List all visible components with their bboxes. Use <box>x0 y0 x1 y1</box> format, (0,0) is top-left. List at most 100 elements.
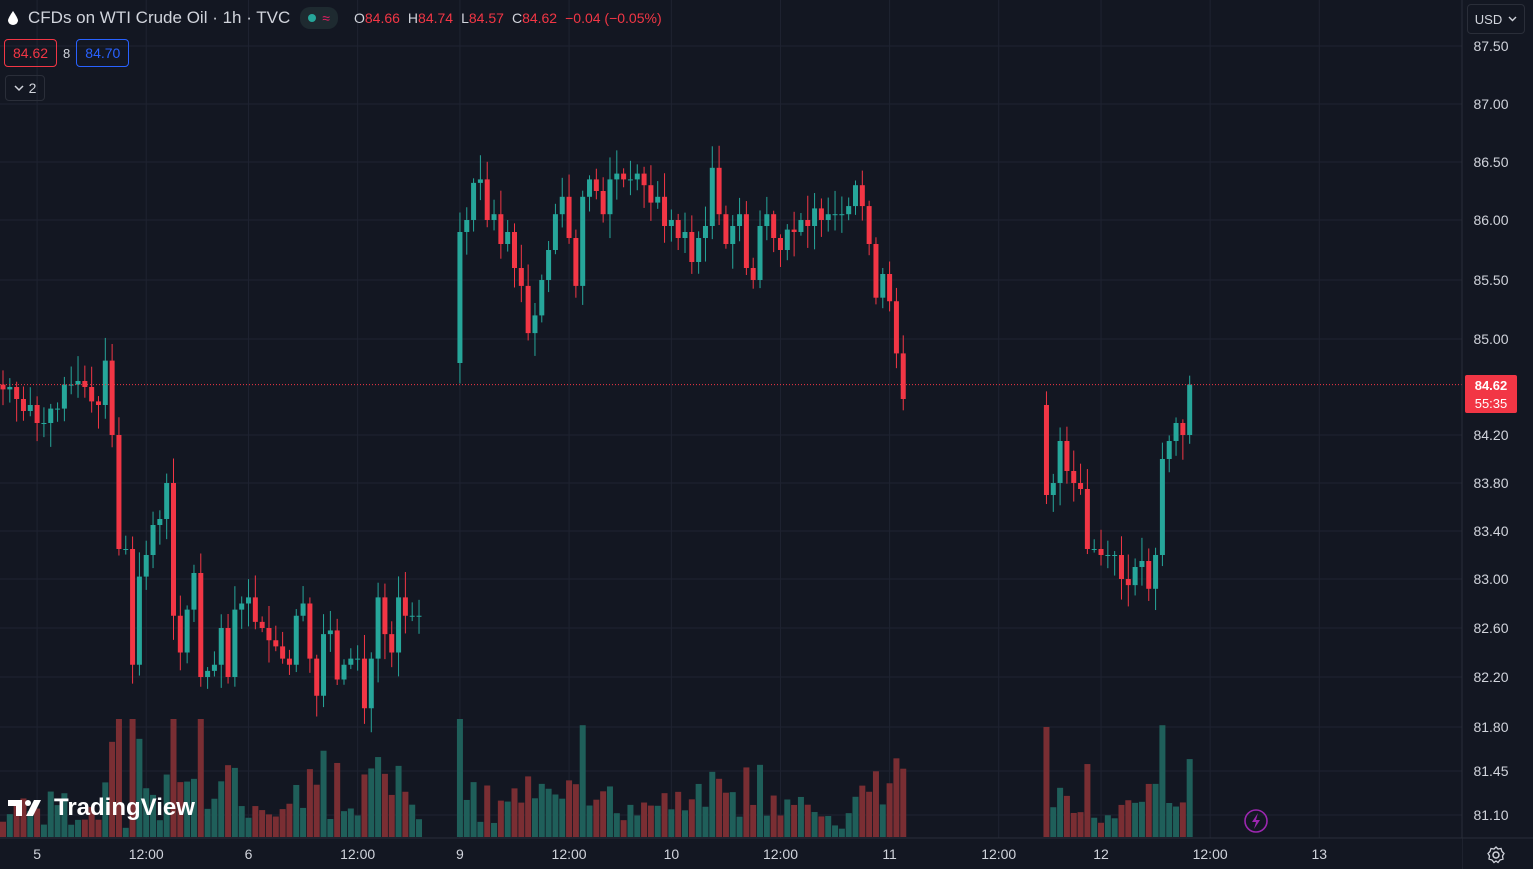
time-axis-labels: 5 12:00 6 12:00 9 12:00 10 12:00 11 12:00 12 12:00 1… <box>33 846 1327 862</box>
volume-bar <box>75 819 82 837</box>
volume-bar <box>1118 804 1125 837</box>
volume-bar <box>627 804 634 837</box>
volume-bar <box>893 758 900 837</box>
volume-bar <box>1186 759 1193 837</box>
volume-bar <box>559 798 566 837</box>
volume-bar <box>593 799 600 837</box>
candle <box>1071 450 1077 502</box>
volume-bar <box>852 796 859 837</box>
close-value: 84.62 <box>522 10 558 26</box>
tradingview-logo[interactable]: TradingView <box>8 794 195 822</box>
candle <box>750 257 756 289</box>
volume-bar <box>729 792 736 837</box>
candle <box>34 396 40 442</box>
candle <box>818 198 824 237</box>
volume-bar <box>0 821 6 837</box>
volume-bar <box>306 769 313 837</box>
volume-bar <box>1111 818 1118 837</box>
time-tick-label: 12:00 <box>552 846 587 862</box>
candle <box>1078 463 1084 495</box>
volume-bar <box>143 788 150 837</box>
candle <box>177 595 183 671</box>
market-status[interactable]: ≈ <box>300 7 338 29</box>
symbol-title[interactable]: CFDs on WTI Crude Oil · 1h · TVC <box>28 8 291 27</box>
candle <box>402 572 408 634</box>
volume-bar <box>525 776 532 837</box>
volume-bar <box>1091 817 1098 837</box>
ohlc-values: O84.66 H84.74 L84.57 C84.62 −0.04 (−0.05… <box>353 10 662 26</box>
volume-bar <box>736 816 743 837</box>
candle <box>239 596 245 629</box>
ask-price[interactable]: 84.70 <box>76 39 130 67</box>
candle <box>1043 391 1049 505</box>
volume-bar <box>402 791 409 837</box>
volume-bar <box>682 810 688 837</box>
candle <box>389 621 395 668</box>
candle <box>764 196 770 241</box>
candle <box>887 261 893 312</box>
volume-bar <box>13 803 20 837</box>
volume-bar <box>606 786 613 837</box>
bid-price[interactable]: 84.62 <box>4 39 58 67</box>
candle <box>143 540 149 590</box>
candle <box>334 618 340 685</box>
time-tick-label: 12:00 <box>763 846 798 862</box>
volume-bar <box>511 788 518 837</box>
candle <box>61 376 67 422</box>
volume-bar <box>279 809 286 837</box>
candle <box>41 407 47 438</box>
candle <box>368 652 374 733</box>
candle <box>893 287 899 369</box>
volume-bar <box>1063 795 1070 837</box>
volume-bar <box>634 815 641 837</box>
currency-select[interactable]: USD <box>1467 4 1525 34</box>
candle <box>232 586 238 687</box>
candle <box>321 614 327 708</box>
volume-bar <box>900 768 907 837</box>
volume-bar <box>716 778 723 837</box>
candle <box>348 648 354 670</box>
candle <box>1064 426 1070 484</box>
candle <box>95 396 101 429</box>
indicators-toggle[interactable]: 2 <box>5 75 45 101</box>
candle <box>1057 427 1063 506</box>
chart-grid <box>0 0 1462 838</box>
volume-bar <box>225 765 232 837</box>
volume-bar <box>190 778 197 837</box>
price-tick-label: 81.80 <box>1473 719 1508 735</box>
candle <box>1125 554 1131 607</box>
volume-bar <box>695 783 702 837</box>
volume-bar <box>61 793 68 837</box>
candle <box>123 535 129 555</box>
volume-bar <box>586 805 593 837</box>
candle <box>416 599 422 634</box>
volume-bar <box>409 804 416 837</box>
volume-bar <box>211 798 218 837</box>
time-tick-label: 12 <box>1093 846 1109 862</box>
volume-bar <box>381 773 388 837</box>
candle <box>1118 536 1124 600</box>
candle <box>627 160 633 196</box>
candle <box>1187 375 1193 444</box>
volume-bar <box>20 798 27 837</box>
volume-bar <box>341 811 347 837</box>
lightning-icon[interactable] <box>1244 809 1268 833</box>
candle <box>1091 539 1097 553</box>
time-axis-pane[interactable] <box>0 838 1462 869</box>
volume-bar <box>252 806 259 837</box>
settings-gear-icon[interactable] <box>1486 845 1506 865</box>
candle <box>696 231 702 274</box>
volume-bar <box>245 817 252 837</box>
volume-bar <box>654 805 661 837</box>
volume-bar <box>866 791 873 837</box>
volume-bar <box>170 719 177 837</box>
candle <box>859 170 865 221</box>
price-axis-pane[interactable] <box>1462 0 1533 869</box>
candle <box>518 244 524 303</box>
candle <box>273 625 279 652</box>
volume-bar <box>6 814 13 837</box>
candle <box>48 403 54 447</box>
volume-bar <box>463 799 470 837</box>
candle <box>662 173 668 243</box>
